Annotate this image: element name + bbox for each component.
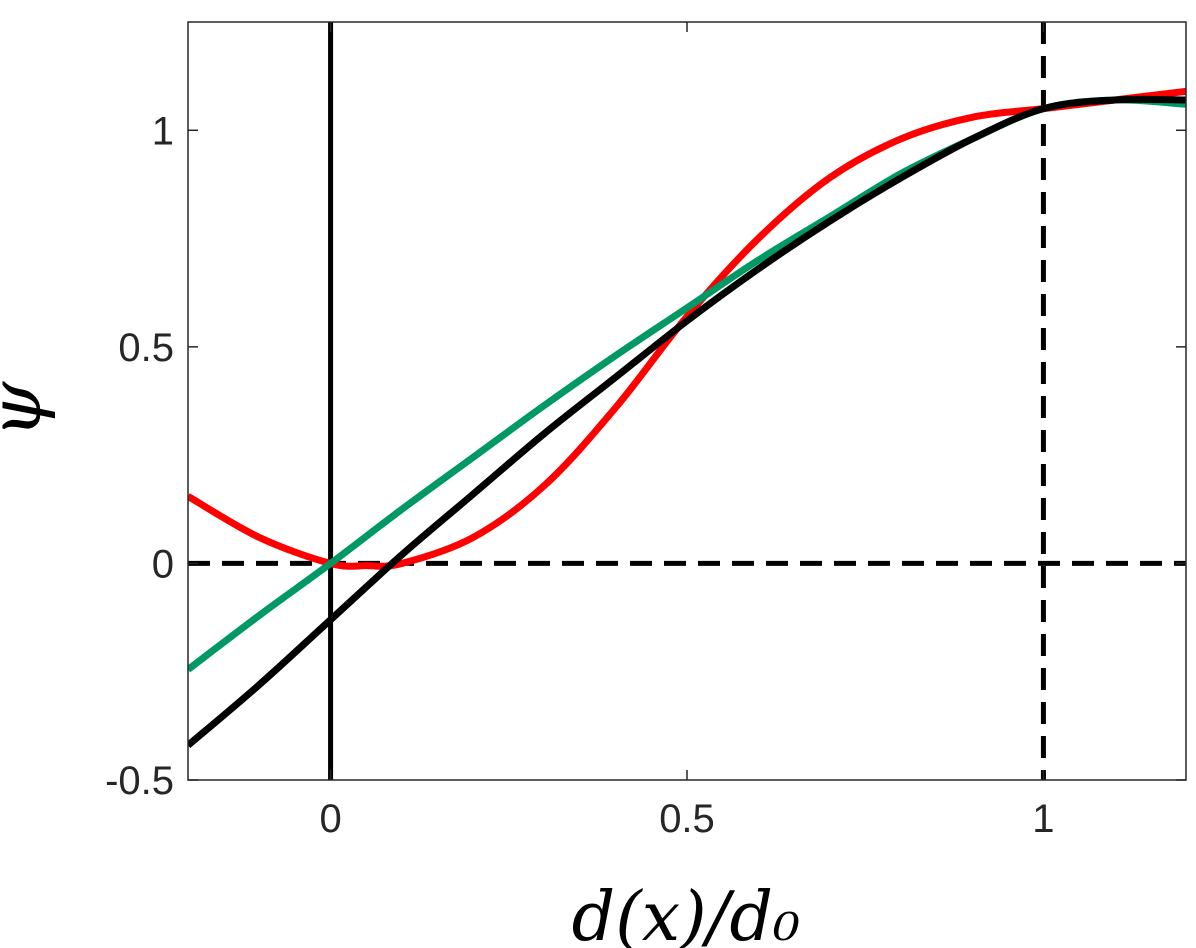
reference-lines <box>188 22 1186 780</box>
axes <box>187 21 1187 781</box>
series-line-0 <box>188 87 1186 570</box>
y-axis-label: ψ <box>0 380 57 438</box>
series-line-1 <box>188 96 1186 673</box>
series-layer <box>188 87 1186 749</box>
y-tick-label-0: -0.5 <box>105 759 174 803</box>
y-tick-label-1: 0 <box>152 542 174 586</box>
y-tick-label-3: 1 <box>152 109 174 153</box>
tick-labels: 0 0.5 1 -0.5 0 0.5 1 <box>105 109 1054 841</box>
x-tick-label-1: 0.5 <box>659 797 715 841</box>
plot-frame <box>187 21 1187 781</box>
x-tick-label-0: 0 <box>319 797 341 841</box>
x-axis-label: d(x)/d₀ <box>572 878 801 948</box>
x-tick-label-2: 1 <box>1032 797 1054 841</box>
series-line-2 <box>188 95 1186 749</box>
y-tick-label-2: 0.5 <box>118 326 174 370</box>
